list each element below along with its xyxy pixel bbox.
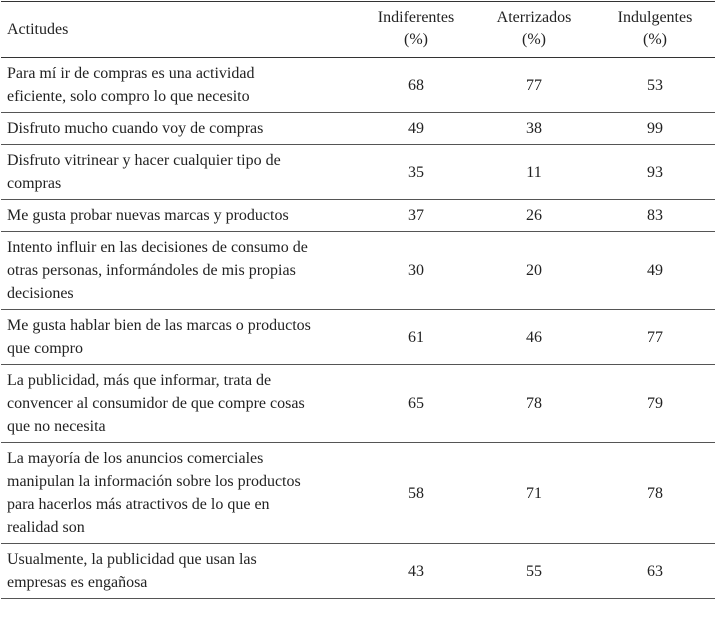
header-indiferentes-unit: (%) — [404, 31, 428, 48]
attitude-cell: Para mí ir de compras es una actividad ef… — [1, 58, 359, 113]
attitude-line: realidad son — [7, 519, 85, 536]
attitude-line: empresas es engañosa — [7, 574, 148, 591]
attitude-line: convencer al consumidor de que compre co… — [7, 395, 305, 412]
table-row: Me gusta hablar bien de las marcas o pro… — [1, 310, 715, 365]
value-indiferentes: 49 — [408, 120, 424, 137]
attitude-line: Para mí ir de compras es una actividad — [7, 65, 255, 82]
value-aterrizados: 77 — [526, 76, 542, 94]
attitude-line: eficiente, solo compro lo que necesito — [7, 88, 250, 105]
value-indiferentes: 35 — [408, 163, 424, 181]
table-body: Para mí ir de compras es una actividad ef… — [1, 58, 715, 599]
attitude-line: Me gusta hablar bien de las marcas o pro… — [7, 317, 311, 334]
value-indulgentes: 99 — [647, 120, 663, 137]
attitude-cell: Me gusta probar nuevas marcas y producto… — [1, 200, 359, 232]
table-row: La mayoría de los anuncios comerciales ma… — [1, 443, 715, 544]
table-row: Intento influir en las decisiones de con… — [1, 232, 715, 310]
attitude-line: La mayoría de los anuncios comerciales — [7, 450, 264, 467]
attitude-cell: La mayoría de los anuncios comerciales ma… — [1, 443, 359, 544]
value-aterrizados: 20 — [526, 262, 542, 279]
table-header: Actitudes Indiferentes (%) Aterrizados (… — [1, 1, 715, 58]
attitude-line: La publicidad, más que informar, trata d… — [7, 372, 272, 389]
attitude-cell: Disfruto vitrinear y hacer cualquier tip… — [1, 145, 359, 200]
attitude-line: para hacerlos más atractivos de lo que e… — [7, 496, 270, 513]
value-indulgentes: 53 — [647, 76, 663, 94]
table-row: La publicidad, más que informar, trata d… — [1, 365, 715, 443]
attitude-line: otras personas, informándoles de mis pro… — [7, 262, 296, 279]
attitude-line: Usualmente, la publicidad que usan las — [7, 551, 257, 568]
attitude-cell: Disfruto mucho cuando voy de compras — [1, 113, 359, 145]
header-indiferentes-name: Indiferentes — [377, 9, 455, 26]
value-indiferentes: 68 — [408, 76, 424, 94]
value-indiferentes: 65 — [408, 395, 424, 412]
attitude-line: que no necesita — [7, 418, 106, 435]
attitude-line: Disfruto mucho cuando voy de compras — [7, 120, 264, 137]
value-indulgentes: 93 — [647, 163, 663, 181]
attitude-line: que compro — [7, 340, 83, 357]
attitude-cell: Me gusta hablar bien de las marcas o pro… — [1, 310, 359, 365]
table-row: Me gusta probar nuevas marcas y producto… — [1, 200, 715, 232]
value-aterrizados: 55 — [526, 562, 542, 580]
value-indiferentes: 58 — [408, 484, 424, 502]
value-indulgentes: 49 — [647, 262, 663, 279]
table-row: Para mí ir de compras es una actividad ef… — [1, 58, 715, 113]
table-row: Usualmente, la publicidad que usan las em… — [1, 544, 715, 599]
attitude-line: compras — [7, 175, 62, 192]
attitude-line: Me gusta probar nuevas marcas y producto… — [7, 207, 289, 224]
attitude-line: Disfruto vitrinear y hacer cualquier tip… — [7, 152, 281, 169]
header-indulgentes-name: Indulgentes — [617, 9, 693, 26]
header-aterrizados: Aterrizados (%) — [473, 2, 595, 58]
value-indulgentes: 77 — [647, 328, 663, 346]
header-indulgentes: Indulgentes (%) — [595, 2, 715, 58]
attitude-line: decisiones — [7, 285, 74, 302]
header-indiferentes: Indiferentes (%) — [359, 2, 473, 58]
value-indulgentes: 79 — [647, 395, 663, 412]
value-aterrizados: 38 — [526, 120, 542, 137]
value-indiferentes: 30 — [408, 262, 424, 279]
value-aterrizados: 78 — [526, 395, 542, 412]
attitudes-table: Actitudes Indiferentes (%) Aterrizados (… — [1, 1, 715, 599]
value-aterrizados: 71 — [526, 484, 542, 502]
value-indulgentes: 78 — [647, 484, 663, 502]
header-attitudes: Actitudes — [7, 20, 69, 38]
value-indulgentes: 63 — [647, 562, 663, 580]
value-indiferentes: 37 — [408, 207, 424, 224]
header-indulgentes-unit: (%) — [643, 31, 667, 48]
value-indulgentes: 83 — [647, 207, 663, 224]
table-row: Disfruto vitrinear y hacer cualquier tip… — [1, 145, 715, 200]
value-indiferentes: 43 — [408, 562, 424, 580]
header-aterrizados-unit: (%) — [522, 31, 546, 48]
attitude-line: Intento influir en las decisiones de con… — [7, 239, 308, 256]
table-row: Disfruto mucho cuando voy de compras 49 38… — [1, 113, 715, 145]
header-row: Actitudes Indiferentes (%) Aterrizados (… — [1, 1, 715, 58]
attitude-cell: Usualmente, la publicidad que usan las em… — [1, 544, 359, 599]
header-aterrizados-name: Aterrizados — [496, 9, 572, 26]
value-aterrizados: 26 — [526, 207, 542, 224]
attitude-cell: La publicidad, más que informar, trata d… — [1, 365, 359, 443]
value-aterrizados: 46 — [526, 328, 542, 346]
attitude-cell: Intento influir en las decisiones de con… — [1, 232, 359, 310]
attitude-line: manipulan la información sobre los produ… — [7, 473, 301, 490]
value-aterrizados: 11 — [526, 163, 542, 181]
value-indiferentes: 61 — [408, 328, 424, 346]
